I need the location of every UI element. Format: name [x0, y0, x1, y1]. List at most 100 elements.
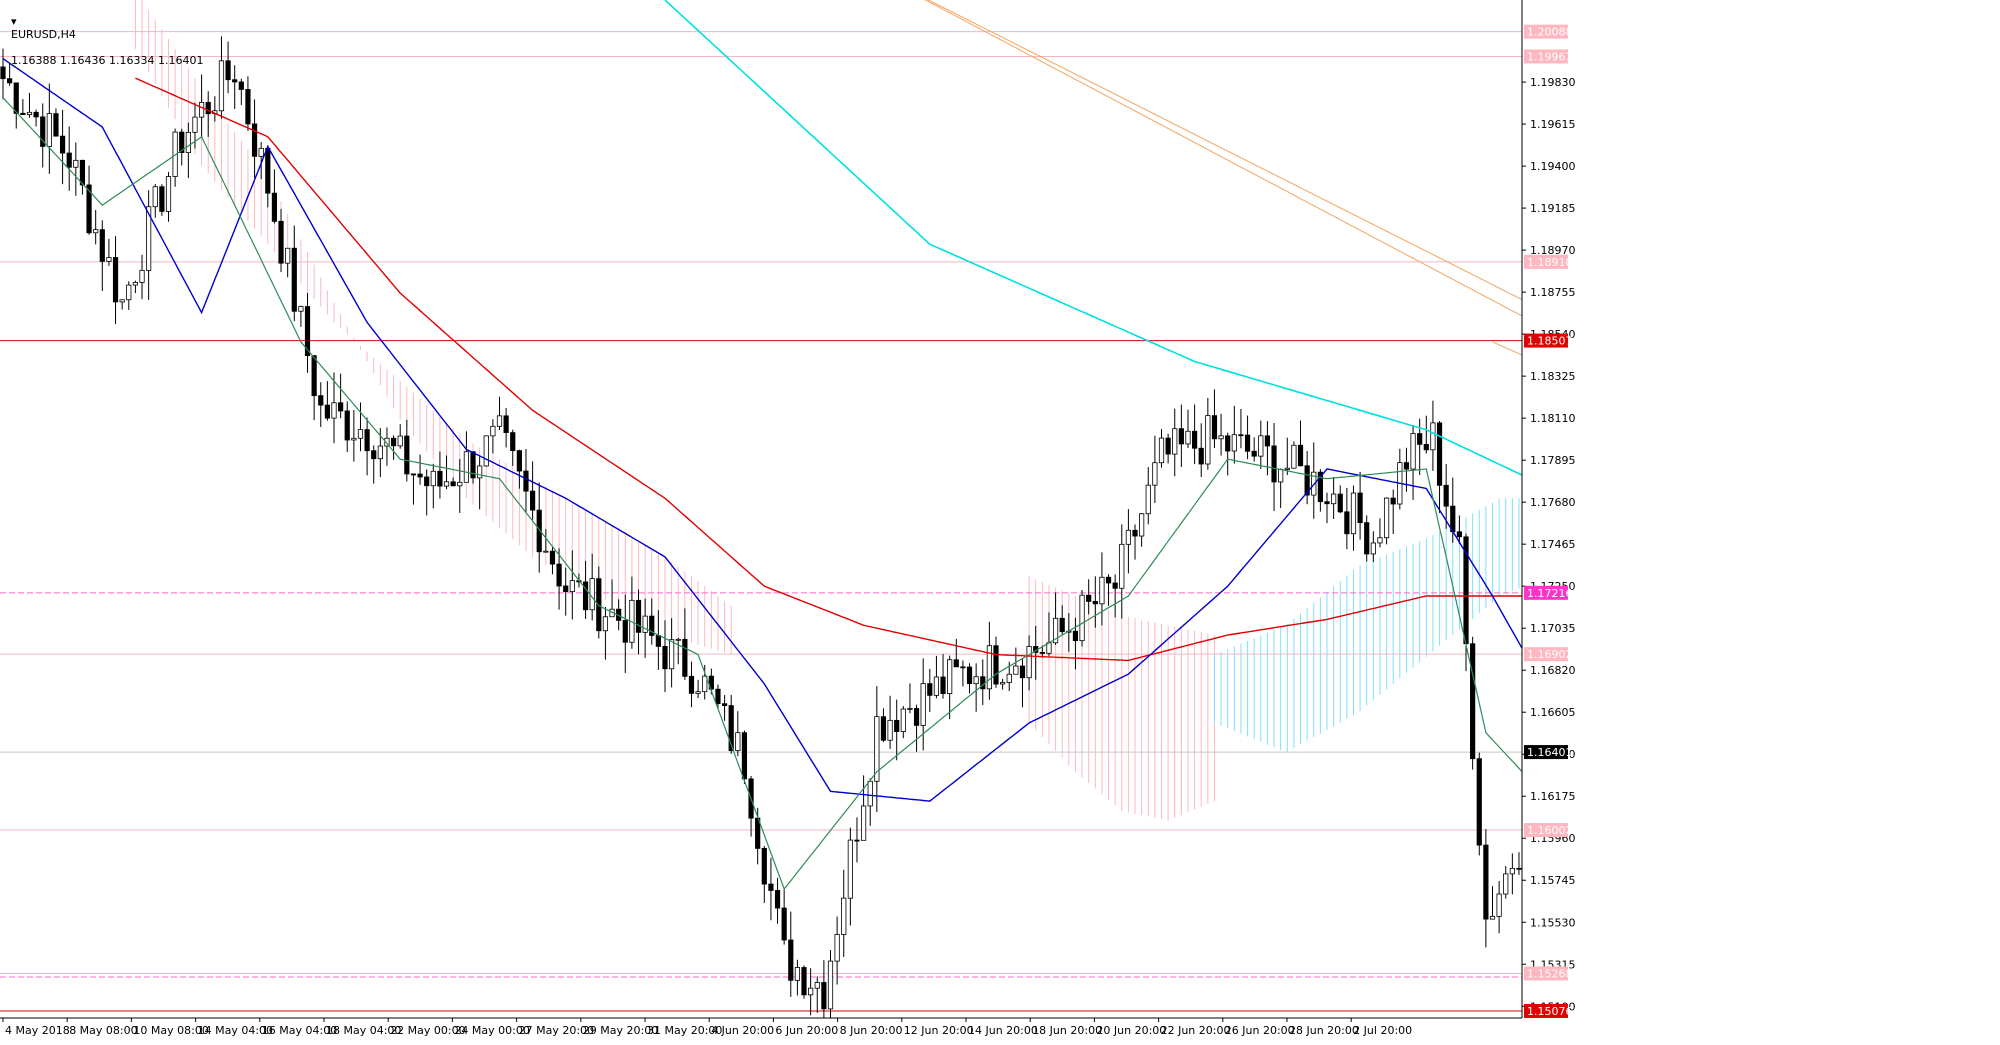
candle-body: [1378, 538, 1382, 543]
candle-body: [1000, 683, 1004, 685]
candle-body: [908, 709, 912, 710]
candle: [1080, 590, 1084, 646]
candle-body: [325, 405, 329, 418]
x-tick-label: 18 Jun 20:00: [1032, 1024, 1102, 1037]
candle-body: [1338, 494, 1342, 512]
candle-body: [1484, 845, 1488, 919]
candle-body: [1080, 595, 1084, 640]
level-tag: 1.16002: [1527, 824, 1573, 837]
candle: [160, 184, 164, 216]
candle-body: [160, 187, 164, 212]
y-tick-label: 1.16605: [1530, 706, 1576, 719]
candle-body: [438, 471, 442, 486]
level-tag: 1.15268: [1527, 967, 1573, 980]
candle-body: [1139, 514, 1143, 536]
candle-body: [762, 848, 766, 884]
symbol-label: EURUSD,H4: [11, 28, 76, 41]
y-tick-label: 1.15745: [1530, 874, 1576, 887]
candle-body: [1265, 436, 1269, 446]
candle-body: [1219, 436, 1223, 439]
candle-body: [279, 221, 283, 263]
candle-body: [1490, 916, 1494, 919]
candle-body: [1259, 436, 1263, 456]
candle-body: [775, 890, 779, 908]
candle-body: [914, 709, 918, 726]
candle-body: [861, 806, 865, 840]
candle-body: [1232, 435, 1236, 451]
candle-body: [1113, 583, 1117, 588]
candle-body: [689, 676, 693, 693]
candle-body: [934, 677, 938, 695]
candle-body: [769, 884, 773, 890]
candle-body: [140, 270, 144, 282]
candle-body: [696, 692, 700, 694]
candle-body: [1384, 498, 1388, 538]
candle-body: [848, 840, 852, 898]
candle-body: [822, 982, 826, 1008]
candle-body: [1199, 448, 1203, 464]
candle-body: [947, 660, 951, 694]
candle-body: [60, 136, 64, 153]
candle-body: [405, 436, 409, 474]
candle-body: [815, 982, 819, 988]
candle: [1384, 497, 1388, 544]
candle-body: [550, 551, 554, 564]
candle-body: [1100, 577, 1104, 604]
candle-body: [1027, 646, 1031, 677]
candle-body: [1120, 544, 1124, 588]
candle-body: [1285, 468, 1289, 469]
candle-body: [530, 491, 534, 510]
candle-body: [1424, 444, 1428, 449]
candle-body: [742, 733, 746, 779]
candle-body: [1007, 674, 1011, 682]
candle-body: [266, 148, 270, 193]
candle-body: [1014, 666, 1018, 674]
candle-body: [1186, 431, 1190, 444]
candle-body: [1457, 532, 1461, 537]
candle-body: [451, 482, 455, 486]
candle-body: [153, 187, 157, 207]
x-tick-label: 4 May 2018: [5, 1024, 70, 1037]
level-tag: 1.18507: [1527, 335, 1573, 348]
candle-body: [477, 466, 481, 478]
candle-body: [1239, 435, 1243, 436]
candle-body: [319, 396, 323, 405]
candle-body: [127, 285, 131, 300]
candle-body: [1179, 429, 1183, 444]
dropdown-arrow-icon[interactable]: ▾: [11, 15, 17, 28]
candle-body: [93, 230, 97, 233]
candle-body: [1159, 438, 1163, 463]
candle-body: [1358, 493, 1362, 523]
y-tick-label: 1.17895: [1530, 454, 1576, 467]
candle-body: [1040, 652, 1044, 653]
candle-body: [1192, 431, 1196, 448]
candle-body: [623, 620, 627, 642]
candle-body: [835, 934, 839, 961]
candle-body: [464, 452, 468, 483]
candle-body: [219, 61, 223, 111]
candle-body: [1060, 618, 1064, 631]
level-tag: 1.17216: [1527, 587, 1573, 600]
y-tick-label: 1.15530: [1530, 916, 1576, 929]
candle-body: [345, 411, 349, 440]
candle-body: [444, 482, 448, 486]
candle-body: [1345, 512, 1349, 534]
candle-body: [603, 617, 607, 631]
candle-body: [312, 356, 316, 396]
candle-body: [21, 113, 25, 114]
candle-body: [974, 677, 978, 684]
candle-body: [683, 639, 687, 676]
candle-body: [636, 600, 640, 632]
candle-body: [789, 940, 793, 980]
candle-body: [1146, 485, 1150, 514]
candle-body: [491, 426, 495, 436]
candle: [1470, 637, 1474, 770]
candle-body: [206, 102, 210, 113]
candle-body: [888, 720, 892, 740]
candle-body: [1517, 868, 1521, 869]
candle-body: [855, 840, 859, 841]
candle-body: [1206, 416, 1210, 464]
candle-body: [782, 908, 786, 940]
